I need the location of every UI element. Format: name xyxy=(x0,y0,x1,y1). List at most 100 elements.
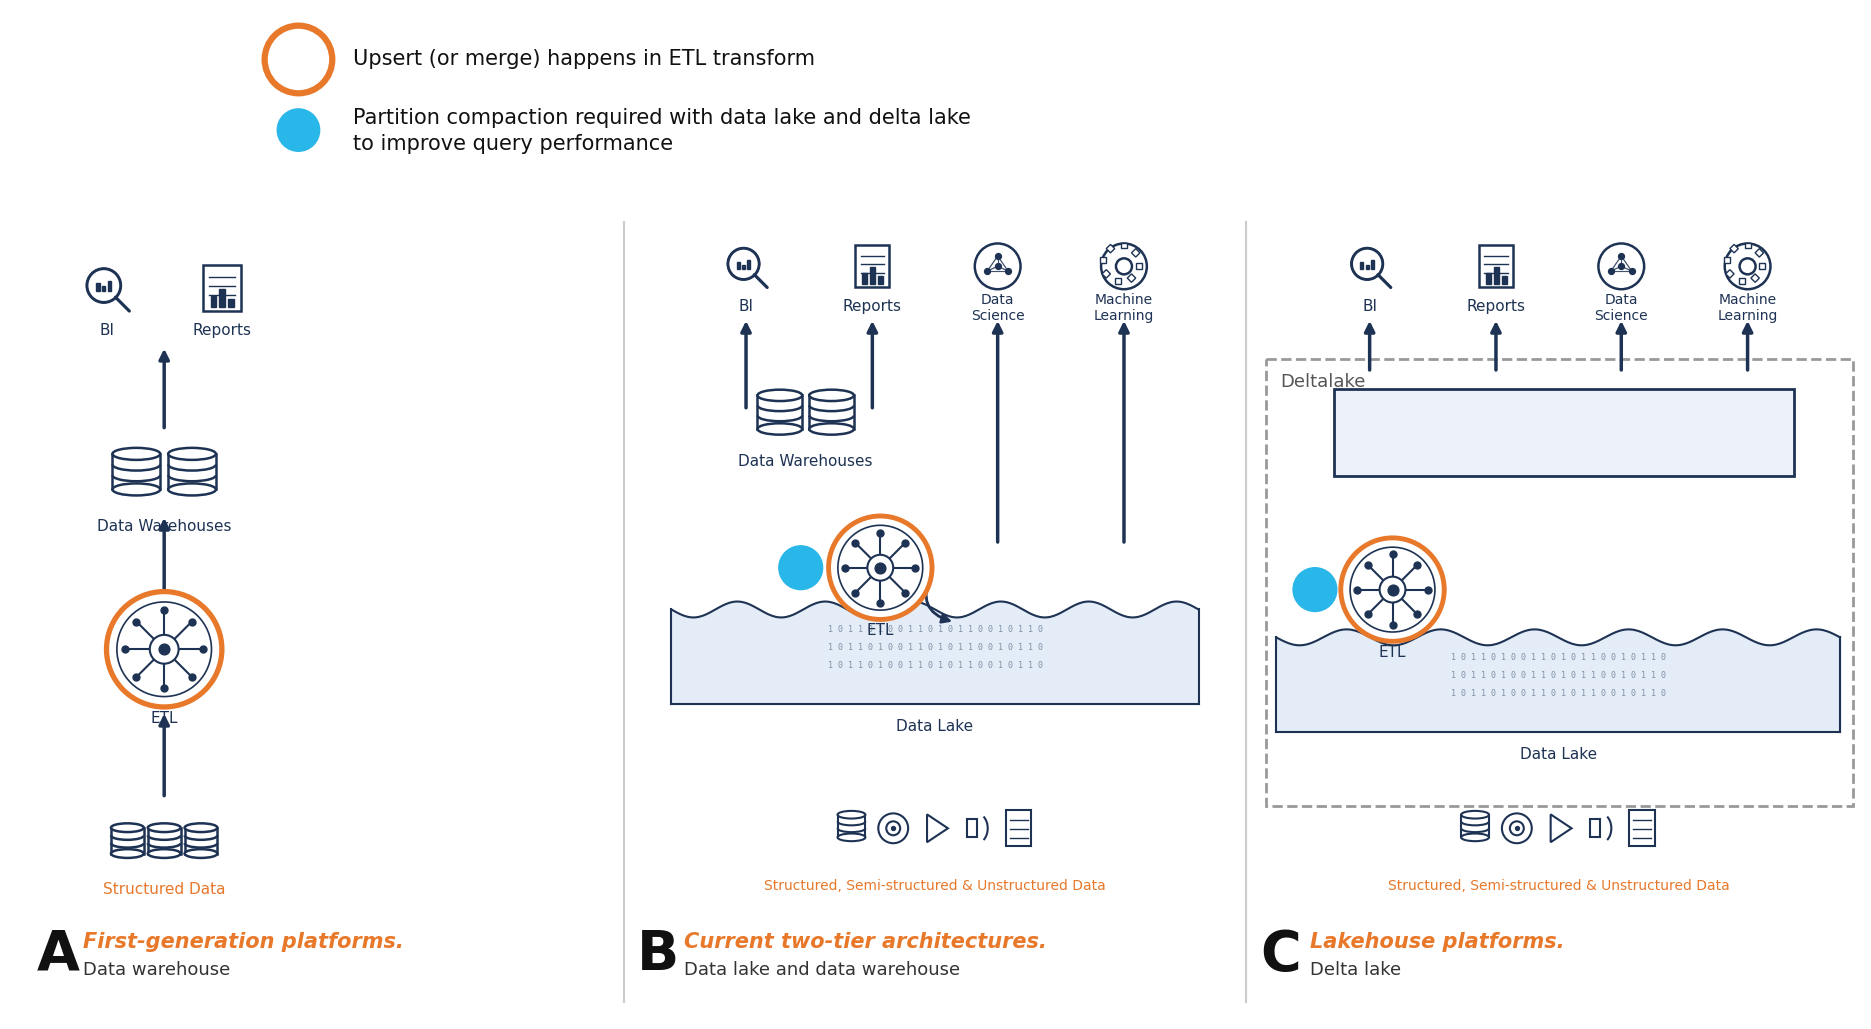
Point xyxy=(864,525,894,541)
Point xyxy=(1353,557,1383,573)
Ellipse shape xyxy=(1461,811,1489,818)
Text: Current two-tier architectures.: Current two-tier architectures. xyxy=(685,931,1048,952)
Bar xyxy=(1480,246,1514,287)
Bar xyxy=(1461,815,1489,838)
Circle shape xyxy=(1102,244,1147,289)
Text: Data
Science: Data Science xyxy=(971,293,1025,323)
Text: Structured, Semi-structured & Unstructured Data: Structured, Semi-structured & Unstructur… xyxy=(763,879,1106,893)
Text: to improve query performance: to improve query performance xyxy=(354,134,674,154)
Circle shape xyxy=(1740,258,1755,275)
Text: BI: BI xyxy=(1362,298,1377,314)
Bar xyxy=(1005,811,1031,846)
Point xyxy=(840,584,870,601)
Circle shape xyxy=(975,244,1020,289)
Circle shape xyxy=(887,821,900,836)
Bar xyxy=(1723,257,1729,263)
Bar xyxy=(103,286,105,291)
Text: Data Warehouses: Data Warehouses xyxy=(739,454,874,469)
Point xyxy=(1342,581,1371,598)
Point xyxy=(994,262,1023,279)
FancyBboxPatch shape xyxy=(1334,389,1794,476)
Point xyxy=(1377,616,1407,633)
Text: A: A xyxy=(37,928,80,982)
Bar xyxy=(168,454,215,490)
Bar xyxy=(1102,270,1111,278)
Ellipse shape xyxy=(110,823,144,832)
Text: B: B xyxy=(636,928,679,982)
Circle shape xyxy=(277,108,320,152)
Text: Data warehouse: Data warehouse xyxy=(82,961,230,979)
Circle shape xyxy=(1351,248,1383,279)
Bar xyxy=(1751,274,1759,282)
Bar xyxy=(1502,277,1506,284)
Bar xyxy=(228,299,234,308)
Point xyxy=(831,560,861,576)
Polygon shape xyxy=(1551,814,1572,842)
Circle shape xyxy=(877,813,907,843)
Ellipse shape xyxy=(185,823,217,832)
Text: Deltalake: Deltalake xyxy=(1280,372,1366,391)
Bar xyxy=(1366,264,1370,270)
Point xyxy=(178,669,208,685)
Text: Reports: Reports xyxy=(842,298,902,314)
Ellipse shape xyxy=(185,849,217,858)
Bar xyxy=(95,283,99,291)
Circle shape xyxy=(150,635,178,664)
Circle shape xyxy=(88,269,120,303)
Circle shape xyxy=(1502,813,1532,843)
Text: 1 0 1 1 0 1 0 0 1 1 0 1 0 1 1 0 0 1 0 1 1 0: 1 0 1 1 0 1 0 0 1 1 0 1 0 1 1 0 0 1 0 1 … xyxy=(1450,671,1665,679)
Circle shape xyxy=(868,555,892,580)
Text: 1 0 1 1 0 1 0 0 1 1 0 1 0 1 1 0 0 1 0 1 1 0: 1 0 1 1 0 1 0 0 1 1 0 1 0 1 1 0 0 1 0 1 … xyxy=(1450,652,1665,662)
Bar xyxy=(1744,243,1751,248)
Circle shape xyxy=(1379,576,1405,603)
Text: Upsert (or merge) happens in ETL transform: Upsert (or merge) happens in ETL transfo… xyxy=(354,49,816,70)
Ellipse shape xyxy=(148,823,181,832)
Bar xyxy=(1371,260,1373,270)
Text: 1 0 1 1 0 1 0 0 1 1 0 1 0 1 1 0 0 1 0 1 1 0: 1 0 1 1 0 1 0 0 1 1 0 1 0 1 1 0 0 1 0 1 … xyxy=(1450,688,1665,698)
Point xyxy=(891,584,921,601)
Point xyxy=(1413,581,1443,598)
Point xyxy=(150,602,180,618)
Text: Delta lake: Delta lake xyxy=(1310,961,1401,979)
Bar xyxy=(855,246,889,287)
Bar xyxy=(1755,249,1764,257)
Bar xyxy=(1493,268,1499,284)
Text: Reports: Reports xyxy=(193,323,251,339)
Ellipse shape xyxy=(808,423,853,434)
Circle shape xyxy=(1725,244,1770,289)
Ellipse shape xyxy=(168,448,215,460)
Circle shape xyxy=(1342,538,1444,641)
Bar xyxy=(110,827,144,854)
Ellipse shape xyxy=(758,390,803,401)
Text: Data Warehouses: Data Warehouses xyxy=(97,520,232,534)
Point xyxy=(122,613,152,630)
Bar xyxy=(148,827,181,854)
Bar xyxy=(1121,243,1126,248)
Circle shape xyxy=(728,248,760,279)
Polygon shape xyxy=(926,814,949,842)
Text: Data Lake: Data Lake xyxy=(896,719,973,734)
Point xyxy=(150,641,180,658)
Bar xyxy=(737,261,739,270)
Text: Data
Science: Data Science xyxy=(1594,293,1648,323)
Point xyxy=(1353,606,1383,623)
Point xyxy=(1596,262,1626,279)
Text: ETL: ETL xyxy=(866,623,894,638)
Circle shape xyxy=(1510,821,1523,836)
Bar xyxy=(1759,263,1766,270)
Ellipse shape xyxy=(112,484,161,495)
Text: First-generation platforms.: First-generation platforms. xyxy=(82,931,404,952)
Point xyxy=(982,248,1012,264)
Bar xyxy=(1128,274,1136,282)
Point xyxy=(1617,262,1646,279)
Bar xyxy=(112,454,161,490)
Ellipse shape xyxy=(758,423,803,434)
Point xyxy=(840,535,870,552)
Bar xyxy=(743,264,745,270)
Bar xyxy=(747,260,750,270)
Text: 1 0 1 1 0 1 0 0 1 1 0 1 0 1 1 0 0 1 0 1 1 0: 1 0 1 1 0 1 0 0 1 1 0 1 0 1 1 0 0 1 0 1 … xyxy=(827,625,1042,634)
Bar xyxy=(1738,278,1744,284)
Circle shape xyxy=(829,516,932,619)
Text: ETL: ETL xyxy=(1379,645,1407,660)
Circle shape xyxy=(1293,568,1336,611)
